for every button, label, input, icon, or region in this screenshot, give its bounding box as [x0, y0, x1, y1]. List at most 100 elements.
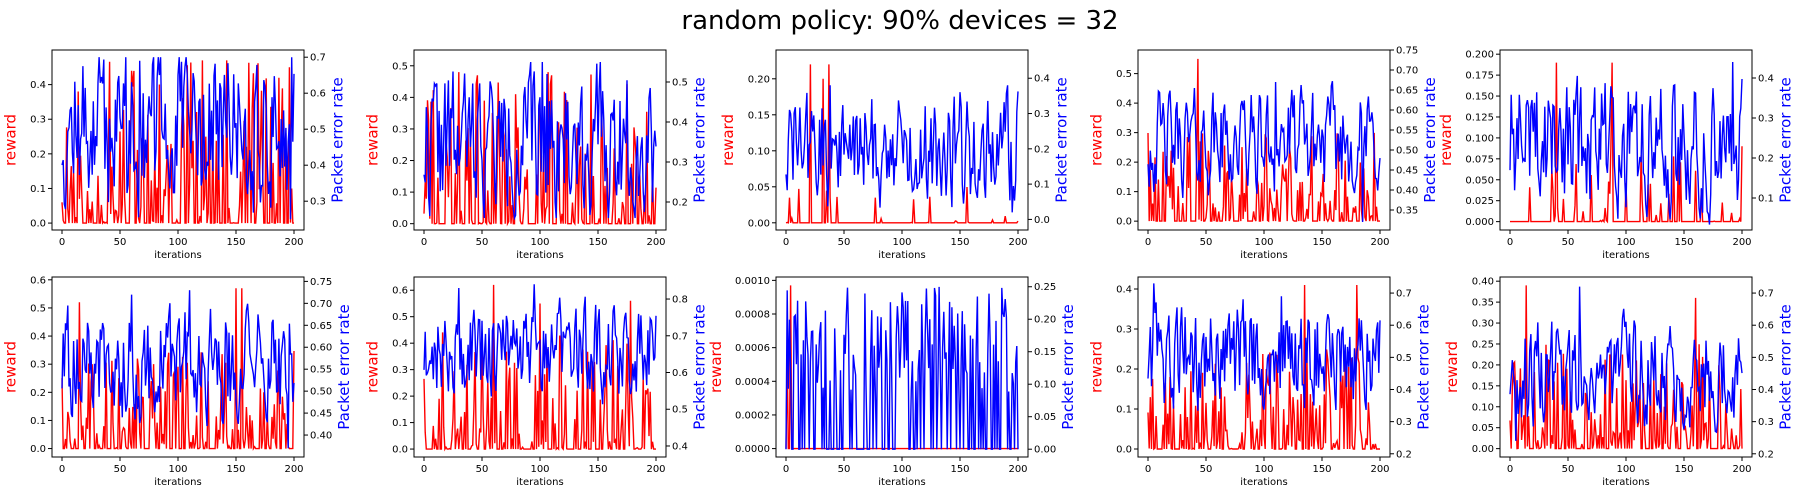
- y-axis-label-packet-error-rate: Packet error rate: [1777, 304, 1795, 429]
- x-tick-label: 200: [1732, 464, 1751, 475]
- packet-error-rate-line: [1147, 283, 1381, 411]
- y2-tick-label: 0.4: [672, 441, 688, 452]
- y-tick-label: 0.15: [748, 110, 770, 121]
- x-tick-label: 200: [1370, 464, 1389, 475]
- packet-error-rate-line: [61, 290, 295, 449]
- x-tick-label: 0: [1145, 464, 1151, 475]
- y-tick-label: 0.0: [392, 219, 408, 230]
- y-tick-label: 0.2: [1116, 365, 1132, 376]
- y-tick-label: 0.3: [30, 360, 46, 371]
- y-tick-label: 0.2: [392, 156, 408, 167]
- subplot-grid: 0 50 100 150 200 iterations 0.0 0.1 0.2 0.3 0.4 rew…: [1, 46, 1794, 489]
- y2-tick-label: 0.65: [1396, 86, 1418, 97]
- packet-error-rate-line: [423, 284, 657, 405]
- x-tick-label: 200: [284, 464, 303, 475]
- y2-tick-label: 0.3: [1034, 109, 1050, 120]
- y-tick-label: 0.1: [30, 184, 46, 195]
- y2-tick-label: 0.45: [1396, 166, 1418, 177]
- y2-tick-label: 0.5: [672, 405, 688, 416]
- y-tick-label: 0.0002: [735, 410, 770, 421]
- y2-tick-label: 0.5: [310, 125, 326, 136]
- y2-tick-label: 0.15: [1034, 347, 1056, 358]
- y-tick-label: 0.5: [392, 312, 408, 323]
- y-tick-label: 0.10: [1472, 402, 1494, 413]
- x-tick-label: 0: [1507, 464, 1513, 475]
- packet-error-rate-line: [785, 286, 1019, 450]
- subplot-1: 0 50 100 150 200 iterations 0.0 0.1 0.2 0.3 0.4 rew…: [1, 49, 347, 261]
- x-tick-label: 150: [1312, 237, 1331, 248]
- x-tick-label: 150: [1674, 464, 1693, 475]
- subplot-10: 0 50 100 150 200 iterations 0.00 0.05 0.10 0.15 0.…: [1443, 276, 1795, 488]
- x-tick-label: 100: [530, 237, 549, 248]
- y2-tick-label: 0.3: [672, 158, 688, 169]
- subplot-9: 0 50 100 150 200 iterations 0.0 0.1 0.2 0.3 0.4 rew…: [1087, 276, 1433, 488]
- reward-line: [785, 64, 1019, 224]
- x-tick-label: 0: [421, 237, 427, 248]
- packet-error-rate-line: [1147, 81, 1381, 223]
- y2-tick-label: 0.2: [672, 198, 688, 209]
- y-tick-label: 0.2: [392, 392, 408, 403]
- y-tick-label: 0.35: [1472, 298, 1494, 309]
- x-tick-label: 50: [476, 464, 489, 475]
- y-axis-label-packet-error-rate: Packet error rate: [1777, 77, 1795, 202]
- y-tick-label: 0.30: [1472, 319, 1494, 330]
- y2-tick-label: 0.1: [1758, 194, 1774, 205]
- x-tick-label: 50: [114, 464, 127, 475]
- y-tick-label: 0.5: [30, 303, 46, 314]
- x-tick-label: 150: [1674, 237, 1693, 248]
- y-tick-label: 0.1: [1116, 405, 1132, 416]
- y2-tick-label: 0.70: [310, 299, 332, 310]
- y2-tick-label: 0.65: [310, 321, 332, 332]
- y-tick-label: 0.1: [30, 416, 46, 427]
- x-tick-label: 50: [1562, 237, 1575, 248]
- x-axis-label: iterations: [878, 250, 925, 261]
- x-tick-label: 100: [168, 237, 187, 248]
- reward-line: [1147, 58, 1380, 223]
- x-tick-label: 100: [1254, 464, 1273, 475]
- y2-tick-label: 0.55: [310, 365, 332, 376]
- x-tick-label: 100: [530, 464, 549, 475]
- y-axis-label-packet-error-rate: Packet error rate: [691, 77, 709, 202]
- x-tick-label: 50: [114, 237, 127, 248]
- packet-error-rate-line: [1509, 61, 1743, 225]
- y-tick-label: 0.40: [1472, 277, 1494, 288]
- y2-tick-label: 0.3: [1758, 417, 1774, 428]
- y-tick-label: 0.6: [30, 275, 46, 286]
- x-tick-label: 100: [892, 464, 911, 475]
- y-tick-label: 0.20: [1472, 360, 1494, 371]
- x-tick-label: 150: [226, 237, 245, 248]
- subplot-6: 0 50 100 150 200 iterations 0.0 0.1 0.2 0.3 0.4 0.5…: [1, 275, 352, 488]
- y-tick-label: 0.075: [1465, 154, 1494, 165]
- y-tick-label: 0.0: [30, 444, 46, 455]
- x-axis-label: iterations: [154, 477, 201, 488]
- x-tick-label: 100: [1616, 237, 1635, 248]
- subplot-7: 0 50 100 150 200 iterations 0.0 0.1 0.2 0.3 0.4 0.5…: [363, 276, 709, 488]
- x-tick-label: 50: [1200, 464, 1213, 475]
- y2-tick-label: 0.5: [1758, 353, 1774, 364]
- y-tick-label: 0.000: [1465, 217, 1494, 228]
- y2-tick-label: 0.75: [310, 277, 332, 288]
- x-axis-label: iterations: [1602, 477, 1649, 488]
- y-axis-label-reward: reward: [1, 341, 19, 393]
- y-tick-label: 0.6: [392, 286, 408, 297]
- y-tick-label: 0.2: [30, 388, 46, 399]
- y2-tick-label: 0.10: [1034, 380, 1056, 391]
- y-axis-label-reward: reward: [1443, 341, 1461, 393]
- y-tick-label: 0.3: [392, 365, 408, 376]
- subplot-2: 0 50 100 150 200 iterations 0.0 0.1 0.2 0.3 0.4 0.5…: [363, 49, 709, 261]
- y-tick-label: 0.4: [30, 80, 46, 91]
- y-tick-label: 0.2: [1116, 158, 1132, 169]
- y2-tick-label: 0.60: [310, 343, 332, 354]
- y2-tick-label: 0.55: [1396, 126, 1418, 137]
- y-tick-label: 0.00: [1472, 444, 1494, 455]
- y-axis-label-reward: reward: [1087, 114, 1105, 166]
- y-tick-label: 0.3: [30, 115, 46, 126]
- y-axis-label-packet-error-rate: Packet error rate: [1415, 304, 1433, 429]
- x-tick-label: 200: [1370, 237, 1389, 248]
- y2-tick-label: 0.6: [1758, 321, 1774, 332]
- x-tick-label: 200: [646, 464, 665, 475]
- y2-tick-label: 0.50: [310, 387, 332, 398]
- y-tick-label: 0.3: [1116, 325, 1132, 336]
- y-tick-label: 0.3: [392, 124, 408, 135]
- reward-line: [61, 60, 294, 225]
